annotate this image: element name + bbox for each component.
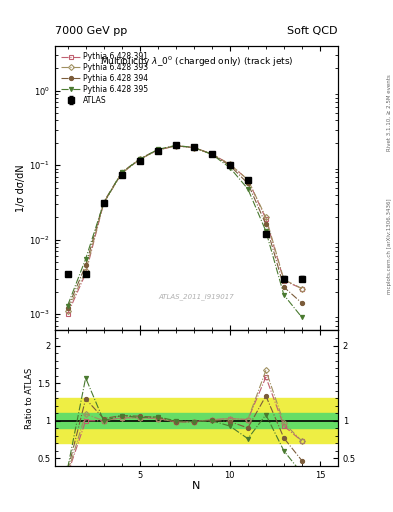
Pythia 6.428 395 xyxy=(65,303,70,309)
Pythia 6.428 394 xyxy=(119,169,124,176)
Pythia 6.428 391 xyxy=(209,151,214,157)
Bar xyxy=(55,398,338,443)
Bar xyxy=(55,413,338,429)
Pythia 6.428 394 xyxy=(101,199,106,205)
Pythia 6.428 394 xyxy=(246,180,250,186)
Pythia 6.428 391 xyxy=(155,147,160,153)
Pythia 6.428 393 xyxy=(101,200,106,206)
Pythia 6.428 391 xyxy=(228,161,232,167)
Pythia 6.428 394 xyxy=(173,143,178,149)
Pythia 6.428 394 xyxy=(65,305,70,311)
Pythia 6.428 395 xyxy=(209,151,214,157)
Pythia 6.428 394 xyxy=(83,262,88,268)
Line: Pythia 6.428 393: Pythia 6.428 393 xyxy=(66,144,304,313)
Pythia 6.428 395 xyxy=(119,169,124,176)
Pythia 6.428 395 xyxy=(173,142,178,148)
Pythia 6.428 391 xyxy=(138,156,142,162)
Pythia 6.428 395 xyxy=(191,144,196,151)
Pythia 6.428 395 xyxy=(138,156,142,162)
Pythia 6.428 394 xyxy=(299,300,304,306)
Y-axis label: 1/σ dσ/dN: 1/σ dσ/dN xyxy=(17,164,26,212)
Pythia 6.428 391 xyxy=(246,177,250,183)
Pythia 6.428 395 xyxy=(228,164,232,170)
Pythia 6.428 391 xyxy=(83,270,88,276)
Pythia 6.428 393 xyxy=(65,308,70,314)
Text: ATLAS_2011_I919017: ATLAS_2011_I919017 xyxy=(159,293,234,300)
Pythia 6.428 393 xyxy=(246,177,250,183)
Text: Multiplicity $\lambda\_0^0$ (charged only) (track jets): Multiplicity $\lambda\_0^0$ (charged onl… xyxy=(100,55,293,69)
Pythia 6.428 393 xyxy=(173,143,178,149)
Legend: Pythia 6.428 391, Pythia 6.428 393, Pythia 6.428 394, Pythia 6.428 395, ATLAS: Pythia 6.428 391, Pythia 6.428 393, Pyth… xyxy=(59,50,151,107)
Pythia 6.428 394 xyxy=(155,146,160,153)
Pythia 6.428 395 xyxy=(264,228,268,234)
Text: Rivet 3.1.10, ≥ 2.5M events: Rivet 3.1.10, ≥ 2.5M events xyxy=(387,74,391,151)
Pythia 6.428 395 xyxy=(83,256,88,262)
Pythia 6.428 395 xyxy=(155,146,160,153)
Pythia 6.428 393 xyxy=(281,276,286,283)
Text: Soft QCD: Soft QCD xyxy=(288,26,338,36)
Pythia 6.428 393 xyxy=(138,156,142,162)
Pythia 6.428 395 xyxy=(101,200,106,206)
Pythia 6.428 391 xyxy=(281,278,286,284)
Pythia 6.428 394 xyxy=(191,145,196,151)
Pythia 6.428 394 xyxy=(209,151,214,157)
Pythia 6.428 391 xyxy=(119,170,124,176)
Pythia 6.428 395 xyxy=(246,186,250,192)
Line: Pythia 6.428 395: Pythia 6.428 395 xyxy=(66,143,304,319)
Line: Pythia 6.428 391: Pythia 6.428 391 xyxy=(66,144,304,316)
Pythia 6.428 393 xyxy=(228,161,232,167)
Pythia 6.428 393 xyxy=(209,151,214,157)
Pythia 6.428 394 xyxy=(138,156,142,162)
Pythia 6.428 391 xyxy=(173,143,178,149)
Pythia 6.428 393 xyxy=(299,286,304,292)
Pythia 6.428 391 xyxy=(101,200,106,206)
Pythia 6.428 391 xyxy=(65,311,70,317)
X-axis label: N: N xyxy=(192,481,201,491)
Pythia 6.428 394 xyxy=(264,221,268,227)
Pythia 6.428 391 xyxy=(299,286,304,292)
Line: Pythia 6.428 394: Pythia 6.428 394 xyxy=(66,144,304,310)
Pythia 6.428 393 xyxy=(191,144,196,151)
Pythia 6.428 395 xyxy=(281,292,286,298)
Text: mcplots.cern.ch [arXiv:1306.3436]: mcplots.cern.ch [arXiv:1306.3436] xyxy=(387,198,391,293)
Pythia 6.428 394 xyxy=(281,284,286,290)
Pythia 6.428 393 xyxy=(155,147,160,153)
Pythia 6.428 391 xyxy=(191,144,196,151)
Pythia 6.428 393 xyxy=(83,268,88,274)
Pythia 6.428 393 xyxy=(264,214,268,220)
Pythia 6.428 395 xyxy=(299,314,304,321)
Text: 7000 GeV pp: 7000 GeV pp xyxy=(55,26,127,36)
Pythia 6.428 391 xyxy=(264,216,268,222)
Pythia 6.428 394 xyxy=(228,162,232,168)
Y-axis label: Ratio to ATLAS: Ratio to ATLAS xyxy=(25,368,34,429)
Pythia 6.428 393 xyxy=(119,170,124,176)
